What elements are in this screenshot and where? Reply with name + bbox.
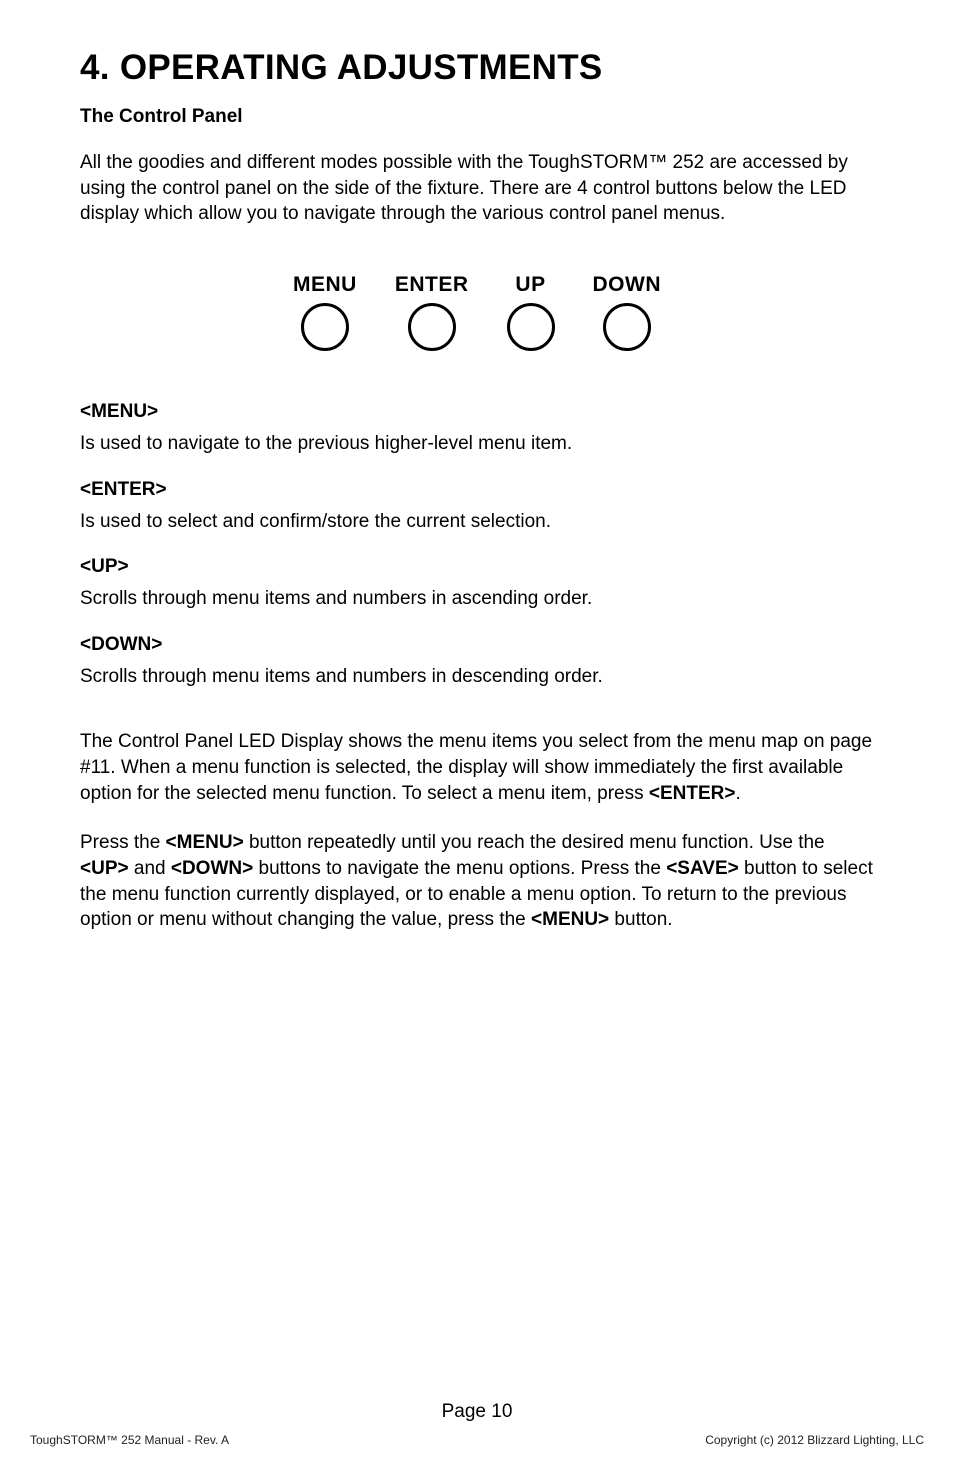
intro-paragraph: All the goodies and different modes poss… bbox=[80, 150, 874, 227]
bold-menu2: <MENU> bbox=[531, 909, 609, 930]
instructions-paragraph: Press the <MENU> button repeatedly until… bbox=[80, 830, 874, 933]
panel-label: DOWN bbox=[593, 273, 662, 297]
circle-icon bbox=[507, 303, 555, 351]
section-subheading: The Control Panel bbox=[80, 106, 874, 128]
text-run: and bbox=[129, 858, 171, 879]
footer-left: ToughSTORM™ 252 Manual - Rev. A bbox=[30, 1433, 229, 1447]
text-run: Press the bbox=[80, 832, 166, 853]
definition-term: <MENU> bbox=[80, 401, 874, 423]
bold-up: <UP> bbox=[80, 858, 129, 879]
text-run: button. bbox=[609, 909, 672, 930]
definition-term: <UP> bbox=[80, 556, 874, 578]
bold-enter: <ENTER> bbox=[649, 783, 736, 804]
panel-label: ENTER bbox=[395, 273, 469, 297]
footer-right: Copyright (c) 2012 Blizzard Lighting, LL… bbox=[705, 1433, 924, 1447]
page-footer: Page 10 ToughSTORM™ 252 Manual - Rev. A … bbox=[0, 1401, 954, 1447]
panel-label: UP bbox=[515, 273, 545, 297]
footer-page-number: Page 10 bbox=[30, 1401, 924, 1423]
panel-button-enter: ENTER bbox=[395, 273, 469, 351]
document-page: 4. OPERATING ADJUSTMENTS The Control Pan… bbox=[0, 0, 954, 1475]
definition-desc: Is used to select and confirm/store the … bbox=[80, 509, 874, 535]
text-run: buttons to navigate the menu options. Pr… bbox=[253, 858, 666, 879]
text-run: The Control Panel LED Display shows the … bbox=[80, 731, 872, 803]
bold-down: <DOWN> bbox=[171, 858, 253, 879]
definition-term: <ENTER> bbox=[80, 479, 874, 501]
display-paragraph: The Control Panel LED Display shows the … bbox=[80, 729, 874, 806]
definition-desc: Scrolls through menu items and numbers i… bbox=[80, 586, 874, 612]
circle-icon bbox=[408, 303, 456, 351]
bold-save: <SAVE> bbox=[666, 858, 739, 879]
panel-button-up: UP bbox=[507, 273, 555, 351]
definition-desc: Scrolls through menu items and numbers i… bbox=[80, 664, 874, 690]
definition-up: <UP> Scrolls through menu items and numb… bbox=[80, 556, 874, 612]
definition-enter: <ENTER> Is used to select and confirm/st… bbox=[80, 479, 874, 535]
panel-button-menu: MENU bbox=[293, 273, 357, 351]
circle-icon bbox=[301, 303, 349, 351]
page-title: 4. OPERATING ADJUSTMENTS bbox=[80, 48, 874, 88]
panel-button-down: DOWN bbox=[593, 273, 662, 351]
definition-menu: <MENU> Is used to navigate to the previo… bbox=[80, 401, 874, 457]
definition-down: <DOWN> Scrolls through menu items and nu… bbox=[80, 634, 874, 690]
bold-menu: <MENU> bbox=[166, 832, 244, 853]
text-run: button repeatedly until you reach the de… bbox=[244, 832, 825, 853]
definition-term: <DOWN> bbox=[80, 634, 874, 656]
control-panel-diagram: MENU ENTER UP DOWN bbox=[80, 273, 874, 351]
footer-row: ToughSTORM™ 252 Manual - Rev. A Copyrigh… bbox=[30, 1433, 924, 1447]
panel-label: MENU bbox=[293, 273, 357, 297]
circle-icon bbox=[603, 303, 651, 351]
text-run: . bbox=[736, 783, 741, 804]
definition-desc: Is used to navigate to the previous high… bbox=[80, 431, 874, 457]
